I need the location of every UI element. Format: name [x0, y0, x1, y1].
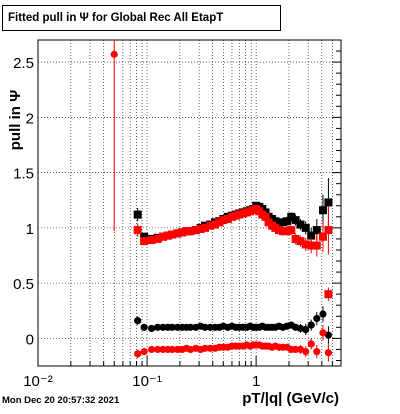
data-point [301, 223, 310, 232]
data-point [324, 290, 333, 299]
data-point [296, 220, 305, 229]
data-point [319, 310, 327, 318]
data-point [283, 227, 292, 236]
data-point [140, 348, 148, 356]
data-point [211, 220, 220, 229]
y-tick-label: 1 [26, 221, 34, 238]
data-marks [110, 40, 333, 362]
data-point [307, 321, 315, 329]
data-point [296, 237, 305, 246]
data-point [140, 323, 148, 331]
data-point [154, 345, 162, 354]
data-point [201, 223, 210, 232]
data-point [324, 331, 333, 339]
y-tick-label: 0.5 [13, 276, 34, 293]
data-point [201, 344, 209, 352]
grid-lines [38, 40, 342, 366]
data-point [313, 348, 321, 356]
data-point [291, 234, 300, 243]
data-point [302, 325, 310, 334]
data-point [219, 216, 228, 225]
data-point [307, 340, 315, 348]
data-point [318, 232, 327, 241]
axes: 0 0.5 1 1.5 2 2.5 10⁻² 10⁻¹ 1 [13, 39, 342, 390]
y-tick-label: 2.5 [13, 55, 34, 72]
x-tick-label: 10⁻² [23, 373, 53, 390]
data-point [261, 212, 270, 221]
data-point [147, 324, 156, 333]
data-point [168, 345, 176, 354]
data-point [313, 314, 321, 323]
data-point [307, 231, 316, 240]
data-point [312, 226, 321, 235]
data-point [147, 236, 156, 245]
data-point [196, 224, 205, 233]
chart-title: Fitted pull in Ψ for Global Rec All Etap… [2, 5, 281, 31]
data-point [302, 348, 310, 356]
data-point [173, 229, 182, 238]
data-point [110, 50, 118, 58]
data-point [140, 237, 149, 246]
data-point [191, 226, 200, 235]
data-point [278, 218, 287, 227]
data-point [186, 227, 195, 236]
data-point [307, 241, 316, 250]
data-point [159, 232, 168, 241]
data-point [312, 241, 321, 250]
y-tick-label: 1.5 [13, 166, 34, 183]
data-point [134, 317, 142, 325]
data-point [318, 206, 327, 215]
data-point [278, 227, 287, 236]
data-point [133, 226, 142, 235]
x-tick-label: 10⁻¹ [132, 373, 162, 390]
data-point [283, 217, 292, 226]
x-axis-label: pT/|q| (GeV/c) [242, 390, 339, 407]
data-point [206, 221, 215, 230]
data-point [153, 234, 162, 243]
y-tick-label: 0 [26, 331, 34, 348]
data-point [201, 323, 209, 331]
data-point [163, 231, 172, 240]
data-point [287, 226, 296, 235]
data-point [324, 349, 333, 357]
plot-frame [37, 39, 342, 367]
data-point [223, 215, 232, 224]
data-point [301, 240, 310, 249]
data-point [168, 323, 176, 331]
data-point [324, 226, 333, 235]
data-point [324, 198, 333, 207]
data-point [168, 230, 177, 239]
data-point [291, 216, 300, 225]
data-point [186, 323, 195, 331]
data-point [178, 228, 187, 237]
data-point [147, 345, 156, 354]
data-point [287, 212, 296, 221]
y-axis-label: pull in Ψ [7, 90, 24, 150]
y-tick-label: 2 [26, 110, 34, 127]
data-point [319, 329, 327, 337]
data-point [134, 350, 142, 358]
data-point [140, 232, 149, 241]
timestamp-label: Mon Dec 20 20:57:32 2021 [2, 395, 120, 406]
data-point [133, 210, 142, 219]
data-point [154, 323, 162, 331]
x-tick-label: 1 [252, 373, 260, 390]
data-point [186, 345, 195, 354]
